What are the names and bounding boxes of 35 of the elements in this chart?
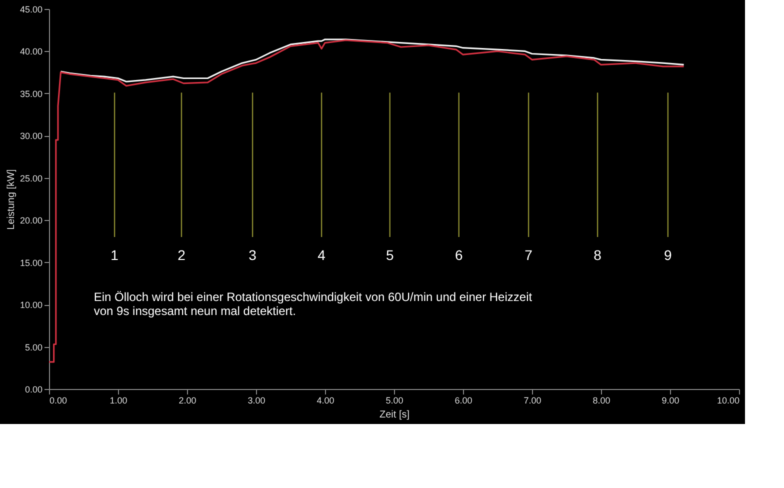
ref-line-label: 5: [386, 247, 394, 263]
line-series: [60, 38, 685, 82]
ref-line-label: 1: [110, 247, 119, 263]
x-tick-label: 5.00: [386, 396, 404, 406]
x-tick-label: 10.00: [716, 396, 740, 406]
x-tick-label: 7.00: [524, 396, 542, 406]
x-tick-label: 9.00: [662, 396, 680, 406]
x-tick-label: 2.00: [178, 396, 196, 406]
ref-line-label: 3: [248, 247, 257, 263]
y-tick-label: 15.00: [20, 258, 42, 268]
x-tick-label: 3.00: [248, 396, 266, 406]
x-tick-label: 8.00: [592, 396, 610, 406]
y-tick-label: 35.00: [20, 88, 42, 99]
ref-line-label: 6: [454, 247, 463, 263]
x-tick-label: 4.00: [316, 396, 334, 406]
y-tick-label: 20.00: [20, 216, 42, 226]
y-tick-label: 25.00: [20, 173, 42, 184]
annotation: Ein Ölloch wird bei einer Rotationsgeschwindigkeit von 60U/min und einer Heizzeit von 9s insgesamt neun mal detektiert.: [94, 290, 533, 318]
ref-line-label: 2: [178, 247, 186, 263]
ref-line-label: 7: [524, 247, 533, 263]
y-tick-label: 40.00: [20, 46, 42, 57]
x-tick-label: 1.00: [110, 396, 128, 406]
line-series: [48, 39, 685, 363]
y-tick-label: 10.00: [20, 300, 42, 310]
y-tick-label: 5.00: [24, 342, 42, 352]
x-tick-label: 0.00: [50, 396, 68, 406]
y-tick-label: 0.00: [24, 384, 42, 394]
y-axis-title: Leistung [kW]: [6, 168, 17, 230]
y-tick-label: 30.00: [20, 131, 42, 142]
y-tick-label: 45.00: [20, 4, 42, 14]
ref-line-label: 4: [318, 247, 326, 263]
x-axis-title: Zeit [s]: [379, 410, 410, 420]
ref-line-label: 8: [594, 247, 602, 263]
x-tick-label: 6.00: [454, 396, 472, 406]
ref-line-label: 9: [664, 247, 672, 263]
